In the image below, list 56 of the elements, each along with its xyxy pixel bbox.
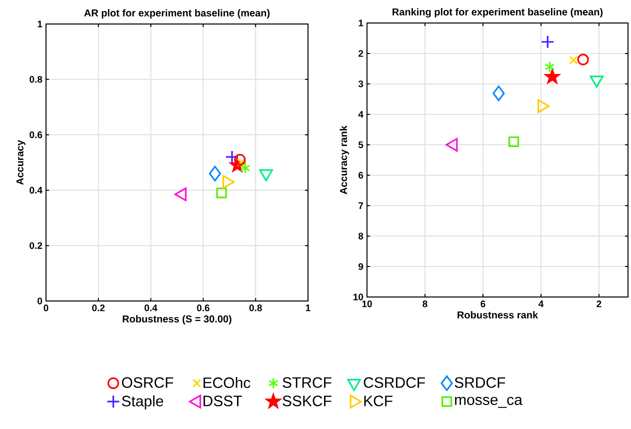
x-tick-label: 8 [422,300,428,308]
x-tick-label: 0.8 [249,304,262,312]
legend-label: CSRDCF [364,377,425,388]
y-tick-label: 0.4 [30,186,42,194]
x-tick-label: 4 [538,300,544,308]
x-tick-label: 0.2 [92,304,105,312]
legend-label: DSST [204,396,242,406]
point [208,166,222,182]
point [240,162,250,174]
point [216,188,227,198]
legend-label: KCF [364,396,392,406]
y-tick-label: 0.2 [30,242,42,249]
point [508,136,520,148]
x-axis-title: Robustness rank [458,311,538,318]
x-tick-label: 2 [596,300,602,308]
point [236,158,246,167]
point [544,61,555,73]
legend-label: STRCF [282,377,332,388]
x-tick-label: 0 [44,304,48,312]
y-tick-label: 1 [38,20,42,28]
y-tick-label: 9 [358,263,364,270]
point [234,154,246,166]
y-tick-label: 8 [358,232,364,240]
point [540,35,554,49]
y-axis-title: Accuracy rank [340,126,350,194]
y-axis-title: Accuracy [16,140,26,185]
y-tick-label: 0.8 [30,76,42,83]
chart-title: AR plot for experiment baseline (mean) [84,9,270,18]
legend-label: ECOhc [204,377,250,388]
point [569,56,578,64]
y-tick-label: 5 [358,141,364,148]
point [174,187,187,202]
legend-label: OSRCF [122,377,174,388]
x-axis-title: Robustness (S = 30.00) [122,315,232,324]
x-tick-label: 6 [480,300,486,308]
point [492,86,505,102]
y-tick-label: 3 [358,80,364,88]
y-tick-label: 6 [358,172,364,179]
x-tick-label: 0.4 [144,304,158,312]
legend-label: SRDCF [454,377,506,388]
y-tick-label: 10 [354,294,364,300]
x-tick-label: 0.6 [196,304,210,312]
y-tick-label: 2 [358,50,364,57]
x-tick-label: 1 [306,304,310,312]
point [446,138,458,152]
point [544,69,560,84]
legend-label: Staple [122,395,164,410]
y-tick-label: 1 [358,20,364,26]
chart-title: Ranking plot for experiment baseline (mean) [392,8,603,18]
y-tick-label: 7 [358,202,364,209]
legend-label: SSKCF [282,396,332,406]
y-tick-label: 0.6 [30,131,42,138]
point [577,54,589,66]
y-tick-label: 4 [358,111,364,118]
point [225,150,239,164]
legend-label: mosse_ca [455,396,522,408]
